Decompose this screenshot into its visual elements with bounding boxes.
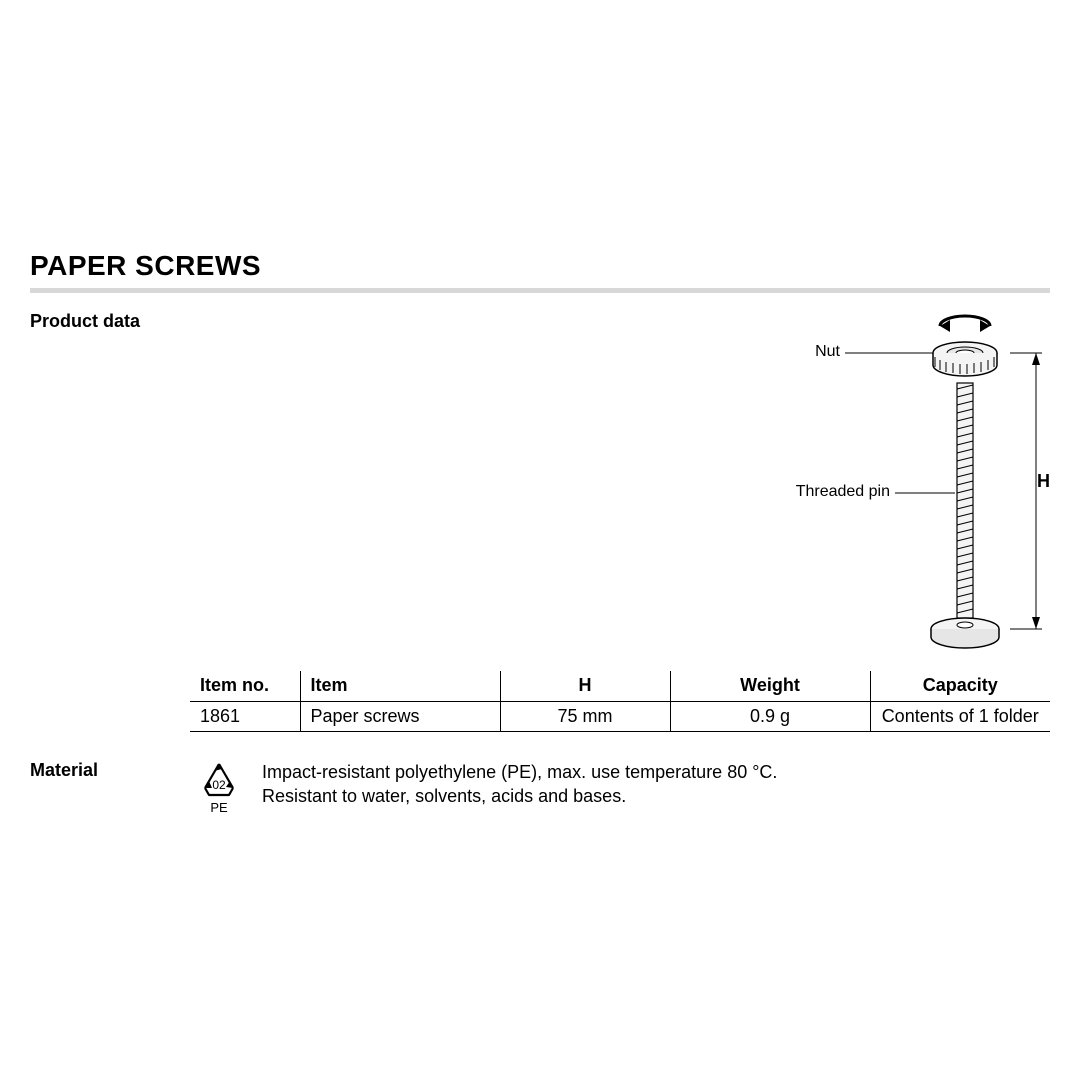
recycle-material: PE <box>190 800 248 815</box>
material-line-2: Resistant to water, solvents, acids and … <box>262 784 777 808</box>
height-symbol: H <box>1037 471 1050 492</box>
recycle-icon: 02 PE <box>190 760 248 833</box>
nut-callout-label: Nut <box>740 343 840 361</box>
table-row: 1861 Paper screws 75 mm 0.9 g Contents o… <box>190 701 1050 731</box>
cell-item: Paper screws <box>300 701 500 731</box>
col-item: Item <box>300 671 500 701</box>
page-title: PAPER SCREWS <box>30 250 1050 282</box>
material-label: Material <box>30 760 190 781</box>
col-item-no: Item no. <box>190 671 300 701</box>
col-h: H <box>500 671 670 701</box>
col-capacity: Capacity <box>870 671 1050 701</box>
product-data-label: Product data <box>30 311 190 332</box>
recycle-code: 02 <box>190 778 248 792</box>
table-header-row: Item no. Item H Weight Capacity <box>190 671 1050 701</box>
material-text: Impact-resistant polyethylene (PE), max.… <box>262 760 777 809</box>
cell-h: 75 mm <box>500 701 670 731</box>
col-weight: Weight <box>670 671 870 701</box>
cell-weight: 0.9 g <box>670 701 870 731</box>
pin-callout-label: Threaded pin <box>740 483 890 501</box>
screw-diagram: Nut Threaded pin H <box>740 311 1050 661</box>
cell-capacity: Contents of 1 folder <box>870 701 1050 731</box>
cell-item-no: 1861 <box>190 701 300 731</box>
title-rule <box>30 288 1050 293</box>
material-line-1: Impact-resistant polyethylene (PE), max.… <box>262 760 777 784</box>
product-data-table: Item no. Item H Weight Capacity 1861 Pap… <box>190 671 1050 732</box>
